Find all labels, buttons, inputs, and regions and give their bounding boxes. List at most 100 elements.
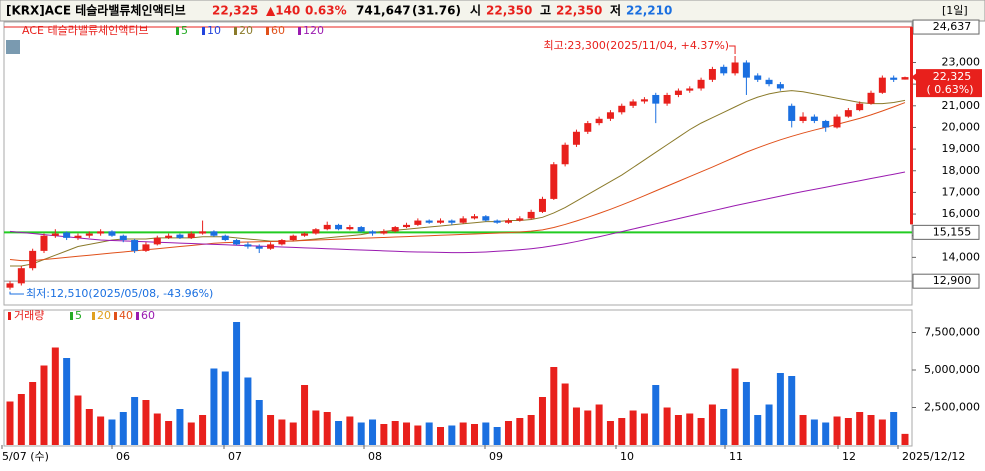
legend-swatch [176,27,179,35]
volume-bar [890,412,898,445]
volume-bar [74,395,82,445]
panel-icon[interactable] [6,40,20,54]
volume-bar [29,382,37,445]
volume-bar [470,424,478,445]
volume-bar [312,410,320,445]
candle-body [765,79,773,85]
candle-body [17,268,25,284]
y-tick-label: 23,000 [942,55,981,68]
candle-body [470,216,478,219]
volume: 741,647 [356,4,411,18]
candle-body [437,220,445,223]
candle-body [833,116,841,128]
open-label: 시 [470,4,481,18]
legend-label: 60 [141,309,155,322]
current-box [916,69,982,98]
high: 22,350 [556,4,602,18]
low-label: 저 [610,3,621,18]
candle-body [844,110,852,117]
volume-bar [369,419,377,445]
volume-bar [629,410,637,445]
volume-bar [776,373,784,445]
candle-body [323,224,331,230]
x-tick-label: 12 [842,450,856,463]
candle-body [210,231,218,236]
x-tick-label: 5/07 (수) [2,450,49,463]
period[interactable]: [1일] [942,3,968,17]
volume-bar [742,382,750,445]
candle-body [504,220,512,223]
volume-bar [527,415,535,445]
level-box [912,224,980,240]
candle-body [414,220,422,225]
candle-body [448,220,456,223]
volume-bar [550,367,558,445]
y-tick-label: 2,500,000 [924,401,980,414]
moving-average [9,171,906,254]
volume-bar [867,415,875,445]
y-tick-label: 17,000 [942,185,981,198]
change: ▲140 [266,4,300,18]
candle-body [187,233,195,238]
candle-body [595,118,603,124]
candle-body [799,116,807,121]
level-label: 24,637 [933,20,972,33]
annotation-arrow [729,45,736,54]
candle-body [459,218,467,223]
legend-label: 20 [97,309,111,322]
candle-body [278,240,286,245]
volume-bar [176,409,184,445]
x-tick-label: 08 [368,450,382,463]
volume-bar [822,422,830,445]
y-tick-label: 21,000 [942,99,981,112]
level-box [912,273,980,289]
candle-body [516,218,524,221]
volume-bar [572,407,580,445]
y-tick-label: 16,000 [942,207,981,220]
price: 22,325 [212,4,258,18]
candle-body [244,244,252,247]
annotation-low: 최저:12,510(2025/05/08, -43.96%) [26,287,213,300]
legend-swatch [70,312,73,320]
legend-label: 60 [271,24,285,37]
candle-body [810,116,818,121]
candle-body [788,105,796,121]
volume-bar [51,347,59,445]
volume-bar [142,400,150,445]
volume-bar [301,385,309,445]
y-tick-label: 7,500,000 [924,326,980,339]
y-tick-label: 20,000 [942,120,981,133]
candle-body [51,233,59,236]
candle-body [561,144,569,165]
volume-bar [516,418,524,445]
candle-body [165,235,173,238]
candle-body [403,224,411,228]
current-pct: ( 0.63%) [926,83,973,96]
candle-body [901,77,909,80]
y-tick-label: 5,000,000 [924,363,980,376]
candle-body [255,246,263,249]
open: 22,350 [486,4,532,18]
x-tick-label: 2025/12/12 [902,450,965,463]
candle-body [97,231,105,234]
volume-bar [448,425,456,445]
volume-bar [346,416,354,445]
volume-bar [754,415,762,445]
volume-bar [403,422,411,445]
x-tick-label: 06 [116,450,130,463]
annotation-arrow [9,291,24,295]
volume-bar [40,365,48,445]
volume-bar [380,424,388,445]
volume-bar [844,418,852,445]
volume-bar [584,410,592,445]
volume-bar [153,413,161,445]
candle-body [301,233,309,236]
volume-bar [720,409,728,445]
change-pct: 0.63% [305,4,347,18]
volume-bar [561,383,569,445]
candle-body [663,94,671,104]
candle-body [74,235,82,238]
candle-body [742,62,750,78]
